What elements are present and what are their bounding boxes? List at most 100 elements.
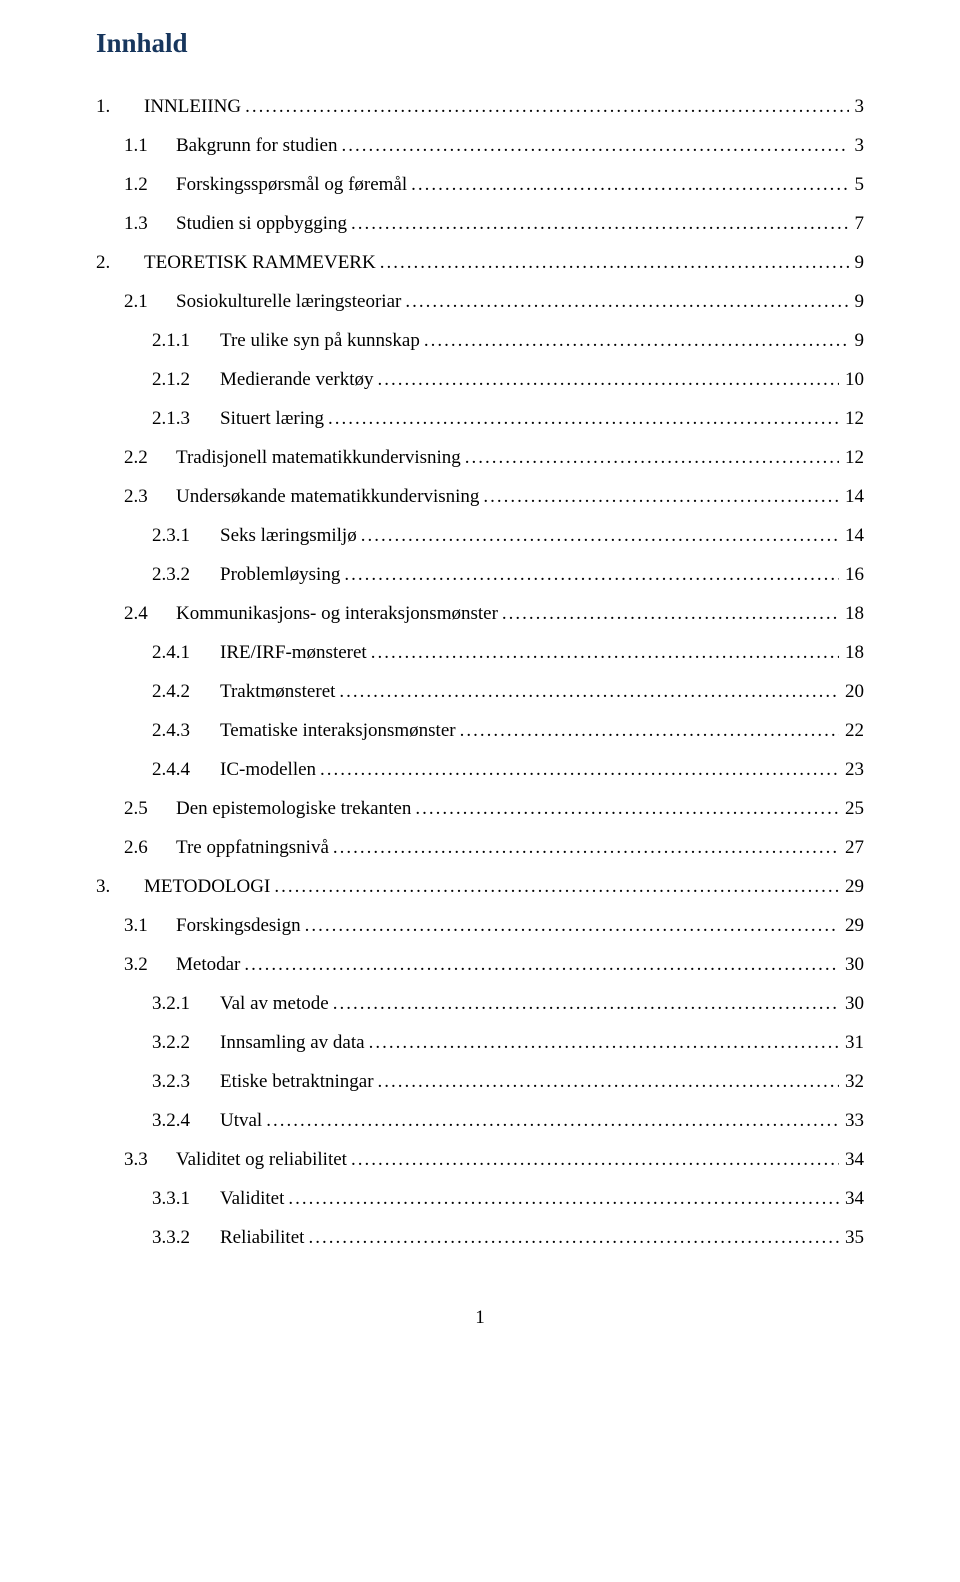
toc-entry-page: 5 <box>849 175 865 194</box>
toc-entry: 3.3Validitet og reliabilitet34 <box>96 1140 864 1179</box>
toc-entry: 2.4.2Traktmønsteret 20 <box>96 672 864 711</box>
toc-entry-number: 3.2.3 <box>152 1072 220 1091</box>
toc-entry-label: Kommunikasjons- og interaksjonsmønster <box>176 604 498 623</box>
toc-entry: 2.1.3Situert læring12 <box>96 399 864 438</box>
toc-entry-number: 1.3 <box>124 214 176 233</box>
toc-entry-page: 9 <box>849 331 865 350</box>
toc-entry-page: 9 <box>849 253 865 272</box>
toc-leader-dots <box>357 526 839 545</box>
toc-entry-page: 22 <box>839 721 864 740</box>
toc-leader-dots <box>335 682 839 701</box>
toc-entry-label: Medierande verktøy <box>220 370 374 389</box>
toc-entry-page: 20 <box>839 682 864 701</box>
toc-entry: 1.3Studien si oppbygging7 <box>96 204 864 243</box>
toc-entry-number: 2.4.1 <box>152 643 220 662</box>
toc-entry-label: Forskingsspørsmål og føremål <box>176 175 407 194</box>
toc-entry-page: 23 <box>839 760 864 779</box>
toc-entry-number: 2.4.3 <box>152 721 220 740</box>
toc-entry-page: 27 <box>839 838 864 857</box>
toc-leader-dots <box>367 643 839 662</box>
toc-entry-label: Tre oppfatningsnivå <box>176 838 329 857</box>
toc-leader-dots <box>284 1189 839 1208</box>
toc-entry-page: 25 <box>839 799 864 818</box>
toc-entry-label: Situert læring <box>220 409 324 428</box>
toc-entry-number: 2.3.1 <box>152 526 220 545</box>
toc-leader-dots <box>329 994 839 1013</box>
toc-entry-page: 18 <box>839 604 864 623</box>
toc-entry: 2.1.2Medierande verktøy10 <box>96 360 864 399</box>
toc-leader-dots <box>374 370 839 389</box>
toc-entry-label: Studien si oppbygging <box>176 214 347 233</box>
toc-leader-dots <box>461 448 839 467</box>
toc-entry-number: 2.3 <box>124 487 176 506</box>
toc-entry-number: 3.3.1 <box>152 1189 220 1208</box>
toc-entry-label: Etiske betraktningar <box>220 1072 374 1091</box>
toc-entry-label: INNLEIING <box>144 97 241 116</box>
toc-entry: 3.1Forskingsdesign29 <box>96 906 864 945</box>
page-number: 1 <box>96 1307 864 1329</box>
toc-entry: 1.1Bakgrunn for studien3 <box>96 126 864 165</box>
toc-leader-dots <box>329 838 839 857</box>
toc-leader-dots <box>240 955 839 974</box>
toc-entry-label: Traktmønsteret <box>220 682 335 701</box>
toc-leader-dots <box>411 799 839 818</box>
toc-entry-label: Metodar <box>176 955 240 974</box>
toc-leader-dots <box>376 253 849 272</box>
toc-entry-label: Undersøkande matematikkundervisning <box>176 487 479 506</box>
toc-entry-page: 32 <box>839 1072 864 1091</box>
toc-entry-number: 3.3.2 <box>152 1228 220 1247</box>
toc-leader-dots <box>456 721 839 740</box>
toc-entry: 3.3.1Validitet 34 <box>96 1179 864 1218</box>
toc-entry-label: Bakgrunn for studien <box>176 136 337 155</box>
toc-entry-page: 34 <box>839 1189 864 1208</box>
toc-entry-label: Innsamling av data <box>220 1033 365 1052</box>
toc-entry: 1.2Forskingsspørsmål og føremål5 <box>96 165 864 204</box>
toc-entry-label: Utval <box>220 1111 262 1130</box>
toc-entry: 3.2.2Innsamling av data31 <box>96 1023 864 1062</box>
toc-entry-page: 34 <box>839 1150 864 1169</box>
toc-entry: 2.4Kommunikasjons- og interaksjonsmønste… <box>96 594 864 633</box>
toc-leader-dots <box>365 1033 839 1052</box>
toc-entry-page: 12 <box>839 409 864 428</box>
toc-entry-label: Forskingsdesign <box>176 916 301 935</box>
toc-entry-label: Tematiske interaksjonsmønster <box>220 721 456 740</box>
toc-leader-dots <box>479 487 839 506</box>
toc-leader-dots <box>401 292 848 311</box>
toc-entry-number: 3.2.4 <box>152 1111 220 1130</box>
toc-entry-number: 3.2 <box>124 955 176 974</box>
toc-entry: 2.3.2Problemløysing16 <box>96 555 864 594</box>
toc-entry-number: 1.1 <box>124 136 176 155</box>
toc-entry-label: METODOLOGI <box>144 877 270 896</box>
toc-entry-page: 14 <box>839 526 864 545</box>
toc-entry-page: 18 <box>839 643 864 662</box>
toc-entry-number: 2.3.2 <box>152 565 220 584</box>
toc-entry-page: 14 <box>839 487 864 506</box>
toc-entry: 2.4.3Tematiske interaksjonsmønster 22 <box>96 711 864 750</box>
toc-entry: 2.2Tradisjonell matematikkundervisning12 <box>96 438 864 477</box>
toc-leader-dots <box>262 1111 839 1130</box>
toc-entry-label: Problemløysing <box>220 565 340 584</box>
toc-entry-number: 2.4.4 <box>152 760 220 779</box>
toc-entry-number: 3.2.1 <box>152 994 220 1013</box>
toc-entry: 3.3.2Reliabilitet35 <box>96 1218 864 1257</box>
toc-entry-number: 2.4.2 <box>152 682 220 701</box>
toc-entry-page: 3 <box>849 97 865 116</box>
toc-entry-label: TEORETISK RAMMEVERK <box>144 253 376 272</box>
toc-entry-label: Validitet og reliabilitet <box>176 1150 347 1169</box>
toc-leader-dots <box>324 409 839 428</box>
toc-entry-label: Tradisjonell matematikkundervisning <box>176 448 461 467</box>
toc-entry-number: 2. <box>96 253 144 272</box>
toc-entry-page: 30 <box>839 955 864 974</box>
toc-entry-label: Tre ulike syn på kunnskap <box>220 331 420 350</box>
toc-entry-label: Validitet <box>220 1189 284 1208</box>
toc-entry-page: 30 <box>839 994 864 1013</box>
toc-leader-dots <box>407 175 848 194</box>
toc-entry-number: 2.4 <box>124 604 176 623</box>
toc-entry-page: 10 <box>839 370 864 389</box>
toc-entry: 3.2.4Utval33 <box>96 1101 864 1140</box>
toc-entry-number: 2.1 <box>124 292 176 311</box>
toc-leader-dots <box>498 604 839 623</box>
toc-entry-label: IC-modellen <box>220 760 316 779</box>
toc-leader-dots <box>304 1228 839 1247</box>
toc-leader-dots <box>420 331 849 350</box>
